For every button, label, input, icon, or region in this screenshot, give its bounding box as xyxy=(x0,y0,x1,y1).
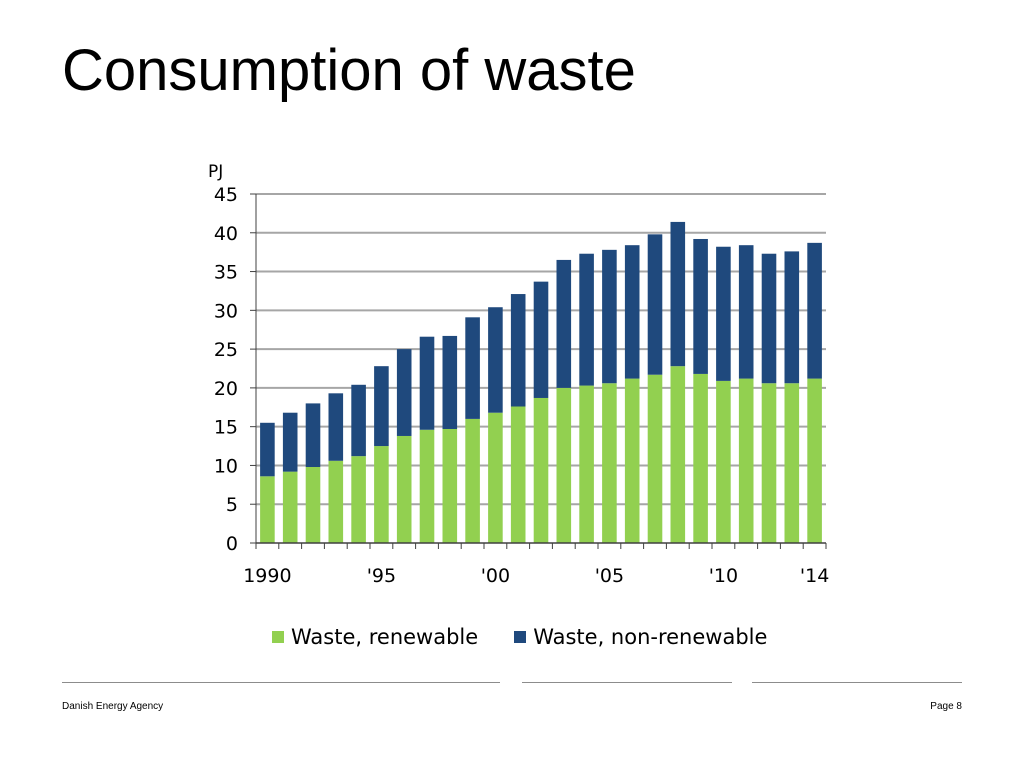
bar-non-renewable-2008 xyxy=(670,221,686,367)
bar-renewable-2006 xyxy=(624,378,640,543)
bar-non-renewable-1996 xyxy=(396,349,412,436)
bar-renewable-2008 xyxy=(670,366,686,543)
bar-non-renewable-2001 xyxy=(510,294,526,407)
legend-label-non-renewable: Waste, non-renewable xyxy=(533,625,768,649)
bar-non-renewable-2011 xyxy=(738,245,754,379)
y-tick-label-0: 0 xyxy=(226,533,238,555)
bar-renewable-2012 xyxy=(761,383,777,543)
legend-swatch-renewable xyxy=(272,631,284,643)
bar-renewable-1992 xyxy=(305,466,321,543)
bar-renewable-2007 xyxy=(647,374,663,543)
bar-non-renewable-1995 xyxy=(374,366,389,447)
bar-non-renewable-2005 xyxy=(602,249,617,384)
footer-page-number: Page 8 xyxy=(930,701,962,712)
y-tick-label-40: 40 xyxy=(214,223,238,245)
bar-renewable-1998 xyxy=(442,428,458,543)
legend-item-renewable: Waste, renewable xyxy=(272,625,478,649)
bar-non-renewable-2014 xyxy=(807,242,822,379)
legend-swatch-non-renewable xyxy=(514,631,527,643)
footer-divider-right xyxy=(752,682,962,683)
y-tick-label-10: 10 xyxy=(214,455,238,477)
bar-renewable-1999 xyxy=(465,418,480,543)
footer-divider-left xyxy=(62,682,500,683)
bars xyxy=(260,221,822,543)
bar-renewable-1990 xyxy=(260,476,275,543)
bar-renewable-2009 xyxy=(693,373,708,543)
bar-renewable-1996 xyxy=(396,435,412,543)
bar-non-renewable-2007 xyxy=(647,234,663,375)
bar-non-renewable-2012 xyxy=(761,253,777,384)
slide-title: Consumption of waste xyxy=(62,38,636,103)
footer-organization: Danish Energy Agency xyxy=(62,701,164,712)
bar-non-renewable-1994 xyxy=(351,384,366,457)
bar-renewable-2011 xyxy=(738,378,754,543)
footer-divider-middle xyxy=(522,682,732,683)
x-tick-label-1990: 1990 xyxy=(243,565,291,587)
tick-labels: 0 5 10 15 20 25 30 35 40 45 1990 '95 '00 '05 '10 '14 xyxy=(214,184,829,587)
bar-renewable-1991 xyxy=(282,471,298,543)
bar-renewable-1997 xyxy=(419,429,435,543)
bar-renewable-2003 xyxy=(556,387,572,543)
bar-non-renewable-1990 xyxy=(260,422,275,477)
bar-non-renewable-1997 xyxy=(419,336,435,430)
y-tick-label-45: 45 xyxy=(214,184,238,206)
bar-renewable-2005 xyxy=(602,383,617,543)
x-tick-label-2005: '05 xyxy=(595,565,624,587)
y-tick-label-30: 30 xyxy=(214,300,238,322)
x-tick-label-2010: '10 xyxy=(709,565,738,587)
bar-renewable-2013 xyxy=(784,383,800,543)
x-tick-label-2000: '00 xyxy=(481,565,510,587)
legend-item-non-renewable: Waste, non-renewable xyxy=(514,625,767,649)
y-tick-label-35: 35 xyxy=(214,262,238,284)
y-tick-label-5: 5 xyxy=(226,494,238,516)
bar-non-renewable-2004 xyxy=(579,253,594,386)
y-axis-unit-label: PJ xyxy=(208,162,223,182)
bar-non-renewable-1992 xyxy=(305,403,321,467)
bar-non-renewable-1999 xyxy=(465,317,480,419)
bar-non-renewable-2013 xyxy=(784,251,800,384)
stacked-bar-chart: 0 5 10 15 20 25 30 35 40 45 1990 '95 '00 '05 '10 '14 PJ xyxy=(208,162,829,587)
bar-renewable-1994 xyxy=(351,456,366,543)
bar-renewable-2002 xyxy=(533,397,549,543)
bar-non-renewable-2000 xyxy=(488,307,503,413)
chart-legend: Waste, renewable Waste, non-renewable xyxy=(272,622,803,652)
y-tick-label-15: 15 xyxy=(214,417,238,439)
bar-non-renewable-2002 xyxy=(533,281,549,398)
bar-non-renewable-1993 xyxy=(328,393,344,461)
bar-renewable-1993 xyxy=(328,460,344,543)
bar-renewable-2004 xyxy=(579,385,594,543)
bar-renewable-2001 xyxy=(510,406,526,543)
bar-non-renewable-1998 xyxy=(442,335,458,429)
y-tick-label-20: 20 xyxy=(214,378,238,400)
bar-renewable-2000 xyxy=(488,412,503,543)
bar-non-renewable-2010 xyxy=(716,246,731,381)
bar-non-renewable-2003 xyxy=(556,259,572,388)
bar-non-renewable-2009 xyxy=(693,238,708,374)
x-tick-label-1995: '95 xyxy=(367,565,396,587)
bar-renewable-2014 xyxy=(807,378,822,543)
bar-non-renewable-1991 xyxy=(282,412,298,472)
bar-renewable-2010 xyxy=(716,380,731,543)
axes xyxy=(250,193,827,549)
x-tick-label-2014: '14 xyxy=(800,565,829,587)
legend-label-renewable: Waste, renewable xyxy=(291,625,479,649)
y-tick-label-25: 25 xyxy=(214,339,238,361)
bar-non-renewable-2006 xyxy=(624,245,640,379)
bar-renewable-1995 xyxy=(374,446,389,543)
